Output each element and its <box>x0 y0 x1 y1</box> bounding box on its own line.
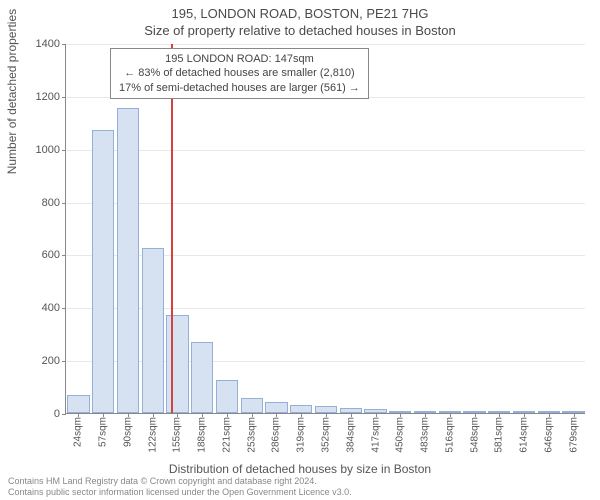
reference-line <box>171 44 173 413</box>
bar <box>92 130 114 413</box>
bar <box>117 108 139 413</box>
x-tick-mark <box>128 413 129 417</box>
bar <box>191 342 213 413</box>
bar <box>265 402 287 413</box>
y-tick-label: 400 <box>42 302 60 314</box>
x-tick-label: 483sqm <box>420 417 431 453</box>
x-tick-mark <box>450 413 451 417</box>
annotation-line1: 195 LONDON ROAD: 147sqm <box>119 52 360 66</box>
x-tick-label: 679sqm <box>568 417 579 453</box>
bar <box>315 406 337 413</box>
x-tick-label: 155sqm <box>172 417 183 453</box>
x-tick-label: 516sqm <box>444 417 455 453</box>
x-tick-mark <box>400 413 401 417</box>
bar <box>67 395 89 414</box>
bar <box>241 398 263 413</box>
y-tick-mark <box>62 414 66 415</box>
x-tick-mark <box>475 413 476 417</box>
x-axis-label: Distribution of detached houses by size … <box>0 462 600 476</box>
x-tick-label: 548sqm <box>469 417 480 453</box>
bar <box>216 380 238 413</box>
x-tick-label: 450sqm <box>395 417 406 453</box>
x-tick-label: 221sqm <box>221 417 232 453</box>
y-tick-mark <box>62 203 66 204</box>
bar <box>290 405 312 413</box>
y-tick-mark <box>62 97 66 98</box>
y-tick-label: 1200 <box>36 91 60 103</box>
annotation-box: 195 LONDON ROAD: 147sqm ← 83% of detache… <box>110 48 369 99</box>
footer-attribution: Contains HM Land Registry data © Crown c… <box>8 476 352 498</box>
x-tick-mark <box>351 413 352 417</box>
annotation-line3: 17% of semi-detached houses are larger (… <box>119 81 360 95</box>
x-tick-label: 646sqm <box>543 417 554 453</box>
x-tick-label: 581sqm <box>494 417 505 453</box>
x-tick-label: 253sqm <box>246 417 257 453</box>
y-tick-label: 600 <box>42 249 60 261</box>
y-tick-label: 1000 <box>36 144 60 156</box>
footer-line1: Contains HM Land Registry data © Crown c… <box>8 476 352 487</box>
y-tick-mark <box>62 150 66 151</box>
y-tick-mark <box>62 361 66 362</box>
x-tick-label: 319sqm <box>296 417 307 453</box>
gridline <box>66 44 585 45</box>
x-tick-mark <box>78 413 79 417</box>
x-tick-mark <box>524 413 525 417</box>
x-tick-mark <box>549 413 550 417</box>
gridline <box>66 203 585 204</box>
x-tick-label: 90sqm <box>122 417 133 447</box>
x-tick-mark <box>103 413 104 417</box>
y-tick-mark <box>62 255 66 256</box>
annotation-line2: ← 83% of detached houses are smaller (2,… <box>119 66 360 80</box>
x-tick-label: 286sqm <box>271 417 282 453</box>
chart-container: 195, LONDON ROAD, BOSTON, PE21 7HG Size … <box>0 0 600 500</box>
x-tick-mark <box>326 413 327 417</box>
x-tick-mark <box>376 413 377 417</box>
y-tick-label: 200 <box>42 355 60 367</box>
x-tick-mark <box>202 413 203 417</box>
x-tick-mark <box>574 413 575 417</box>
y-tick-mark <box>62 308 66 309</box>
y-tick-label: 800 <box>42 197 60 209</box>
x-tick-label: 614sqm <box>519 417 530 453</box>
bar <box>166 315 188 413</box>
y-tick-mark <box>62 44 66 45</box>
x-tick-label: 417sqm <box>370 417 381 453</box>
x-tick-mark <box>252 413 253 417</box>
plot-area: 020040060080010001200140024sqm57sqm90sqm… <box>65 44 585 414</box>
x-tick-mark <box>499 413 500 417</box>
x-tick-mark <box>425 413 426 417</box>
x-tick-mark <box>301 413 302 417</box>
x-tick-label: 24sqm <box>73 417 84 447</box>
y-tick-label: 1400 <box>36 38 60 50</box>
chart-subtitle: Size of property relative to detached ho… <box>0 21 600 38</box>
x-tick-mark <box>227 413 228 417</box>
chart-title-address: 195, LONDON ROAD, BOSTON, PE21 7HG <box>0 0 600 21</box>
x-tick-label: 352sqm <box>321 417 332 453</box>
gridline <box>66 150 585 151</box>
footer-line2: Contains public sector information licen… <box>8 487 352 498</box>
x-tick-label: 188sqm <box>197 417 208 453</box>
x-tick-label: 57sqm <box>98 417 109 447</box>
x-tick-mark <box>177 413 178 417</box>
x-tick-label: 384sqm <box>345 417 356 453</box>
x-tick-mark <box>153 413 154 417</box>
x-tick-mark <box>276 413 277 417</box>
y-tick-label: 0 <box>54 408 60 420</box>
y-axis-label: Number of detached properties <box>5 9 19 174</box>
bar <box>142 248 164 413</box>
x-tick-label: 122sqm <box>147 417 158 453</box>
